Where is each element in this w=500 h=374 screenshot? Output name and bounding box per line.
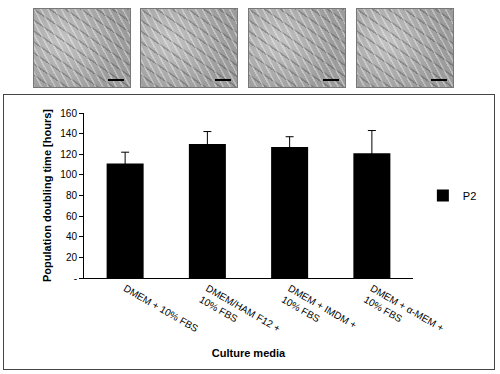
- svg-text:Culture media: Culture media: [212, 347, 286, 359]
- svg-text:DMEM + α-MEM +10% FBS: DMEM + α-MEM +10% FBS: [362, 283, 446, 345]
- svg-text:100: 100: [60, 169, 77, 180]
- svg-text:80: 80: [66, 190, 78, 201]
- svg-text:DMEM + IMDM +10% FBS: DMEM + IMDM +10% FBS: [280, 283, 359, 342]
- svg-text:120: 120: [60, 149, 77, 160]
- svg-text:DMEM/HAM F12 +10% FBS: DMEM/HAM F12 +10% FBS: [197, 283, 282, 346]
- svg-text:P2: P2: [463, 190, 476, 202]
- svg-text:DMEM + 10% FBS: DMEM + 10% FBS: [122, 283, 201, 335]
- svg-text:Population doubling time [hour: Population doubling time [hours]: [41, 109, 53, 282]
- svg-text:40: 40: [66, 231, 78, 242]
- svg-text:140: 140: [60, 128, 77, 139]
- svg-text:-: -: [74, 273, 77, 284]
- svg-text:60: 60: [66, 211, 78, 222]
- svg-text:160: 160: [60, 108, 77, 119]
- svg-text:20: 20: [66, 252, 78, 263]
